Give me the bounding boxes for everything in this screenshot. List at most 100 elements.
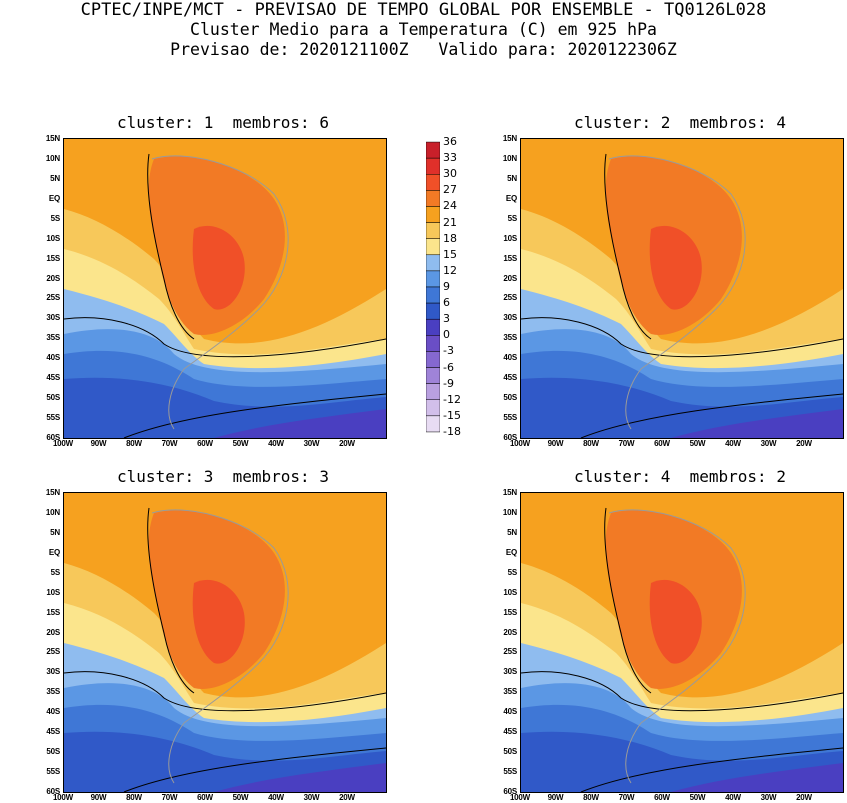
lon-tick-label: 40W (268, 793, 284, 802)
lat-tick-label: 30S (46, 667, 60, 677)
lat-tick-label: 10S (46, 587, 60, 597)
lon-tick-label: 90W (547, 439, 564, 448)
temperature-field (64, 139, 386, 438)
lat-tick-label: 30S (46, 313, 60, 323)
colorbar-segment (425, 351, 441, 368)
lat-tick-label: 45S (46, 373, 60, 383)
lat-tick-label: 5N (507, 173, 517, 183)
coastline (608, 155, 746, 430)
lon-tick-label: 90W (90, 439, 107, 448)
lat-tick-label: 40S (503, 707, 517, 717)
colorbar-segment (425, 238, 441, 256)
lat-tick-label: 30S (503, 313, 517, 323)
colorbar-level-label: 21 (443, 215, 457, 229)
colorbar-segment (425, 254, 441, 272)
lon-tick-label: 30W (303, 793, 320, 802)
lat-tick-label: 40S (503, 353, 517, 363)
colorbar-segment (425, 383, 441, 400)
colorbar-level-label: -6 (443, 360, 454, 374)
lat-tick-label: 20S (46, 273, 60, 283)
lon-tick-label: 90W (547, 793, 564, 802)
lat-tick-label: 10N (45, 153, 60, 163)
lon-tick-label: 60W (654, 793, 670, 802)
lat-tick-label: EQ (48, 547, 60, 557)
lon-tick-label: 100W (52, 793, 74, 802)
lat-tick-label: 50S (503, 747, 517, 757)
lat-tick-label: 15S (503, 253, 517, 263)
lat-tick-label: 60S (503, 787, 517, 796)
colorbar-segment (425, 141, 441, 159)
lat-tick-label: 15S (46, 607, 60, 617)
coastline (151, 155, 289, 430)
band-minus3-0 (214, 763, 386, 792)
isotherm-18 (604, 153, 652, 340)
lon-tick-label: 100W (509, 793, 531, 802)
colorbar-level-label: 36 (443, 135, 457, 149)
lat-tick-label: 5S (507, 213, 518, 223)
lon-tick-label: 30W (760, 439, 777, 448)
lat-tick-label: 10S (503, 587, 517, 597)
isotherm-0 (123, 747, 386, 792)
colorbar-level-label: 6 (443, 296, 450, 310)
colorbar-level-label: -3 (443, 344, 454, 358)
colorbar-segment (425, 367, 441, 384)
band-27-30 (649, 225, 702, 310)
lon-tick-label: 90W (90, 793, 107, 802)
coastline (608, 509, 746, 784)
colorbar-level-label: 15 (443, 247, 457, 261)
figure-title: CPTEC/INPE/MCT - PREVISAO DE TEMPO GLOBA… (80, 0, 767, 20)
lon-tick-label: 100W (52, 439, 74, 448)
lon-tick-label: 20W (339, 439, 355, 448)
map-panel (520, 492, 844, 793)
lat-tick-label: 55S (46, 413, 60, 423)
colorbar-segment (425, 270, 441, 288)
lon-tick-label: 50W (689, 439, 706, 448)
band-27-30 (649, 579, 702, 664)
lat-tick-label: 25S (503, 647, 517, 657)
colorbar-level-label: 30 (443, 167, 457, 181)
isotherm-9 (521, 317, 843, 358)
lon-tick-label: 60W (197, 439, 213, 448)
panel-title: cluster: 2 membros: 4 (574, 113, 786, 132)
colorbar-segment (425, 222, 441, 239)
lon-tick-label: 30W (760, 793, 777, 802)
lat-tick-label: 15N (45, 134, 60, 143)
band-minus3-0 (214, 409, 386, 438)
lat-tick-label: 45S (503, 727, 517, 737)
isotherm-0 (123, 393, 386, 438)
lon-tick-label: 100W (509, 439, 531, 448)
lat-tick-label: 35S (503, 333, 517, 343)
lon-tick-label: 40W (725, 793, 741, 802)
lat-tick-label: 10N (502, 507, 517, 517)
lon-tick-label: 30W (303, 439, 320, 448)
lat-tick-label: 5S (507, 567, 518, 577)
lat-tick-label: 60S (46, 787, 60, 796)
lon-tick-label: 60W (654, 439, 670, 448)
lon-tick-label: 60W (197, 793, 213, 802)
isotherm-18 (147, 507, 195, 694)
isotherm-9 (521, 671, 843, 712)
lat-tick-label: 55S (503, 767, 517, 777)
lat-tick-label: 15N (502, 488, 517, 497)
isotherm-0 (580, 393, 843, 438)
lat-tick-label: EQ (505, 193, 517, 203)
lat-tick-label: EQ (48, 193, 60, 203)
lat-tick-label: 15N (502, 134, 517, 143)
lon-tick-label: 80W (126, 439, 142, 448)
colorbar-level-label: 0 (443, 328, 450, 342)
colorbar-level-label: 33 (443, 151, 457, 165)
lat-tick-label: 55S (503, 413, 517, 423)
lat-tick-label: 45S (46, 727, 60, 737)
lat-tick-label: 50S (46, 393, 60, 403)
lat-tick-label: 25S (46, 647, 60, 657)
lat-tick-label: 20S (503, 627, 517, 637)
lon-tick-label: 20W (796, 793, 812, 802)
lat-tick-label: 50S (46, 747, 60, 757)
band-27-30 (192, 579, 245, 664)
colorbar-segment (425, 206, 441, 223)
lat-tick-label: 25S (46, 293, 60, 303)
lat-tick-label: 35S (503, 687, 517, 697)
lon-tick-label: 70W (161, 793, 178, 802)
colorbar-segment (425, 335, 441, 352)
lat-tick-label: 15N (45, 488, 60, 497)
